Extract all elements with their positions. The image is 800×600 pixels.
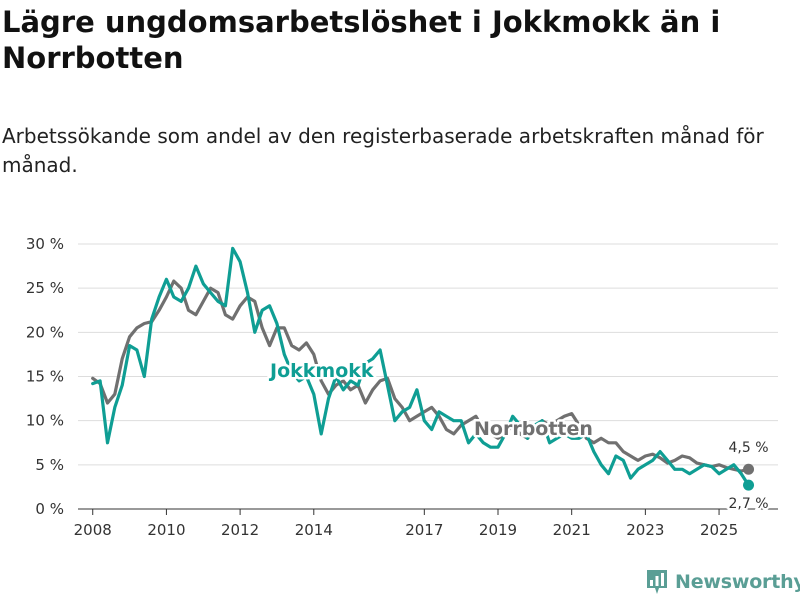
series-label-norrbotten: Norrbotten: [474, 418, 593, 440]
x-tick-label: 2021: [553, 521, 591, 539]
end-point-norrbotten: [743, 463, 755, 475]
x-tick-label: 2017: [405, 521, 443, 539]
y-tick-label: 15 %: [26, 368, 64, 386]
y-tick-label: 10 %: [26, 412, 64, 430]
end-value-label-norrbotten: 4,5 %: [729, 440, 769, 456]
x-tick-label: 2008: [74, 521, 112, 539]
series-label-jokkmokk: Jokkmokk: [268, 360, 374, 382]
end-point-jokkmokk: [743, 479, 755, 491]
series-line-jokkmokk: [91, 246, 751, 487]
y-tick-label: 25 %: [26, 279, 64, 297]
x-tick-label: 2023: [626, 521, 664, 539]
y-tick-label: 5 %: [35, 456, 64, 474]
x-tick-label: 2025: [700, 521, 738, 539]
series-line-norrbotten: [91, 279, 751, 473]
y-tick-label: 20 %: [26, 323, 64, 341]
chart-title: Lägre ungdomsarbetslöshet i Jokkmokk än …: [2, 5, 721, 75]
logo-text: Newsworthy: [675, 571, 800, 593]
bar-chart-icon: [647, 570, 667, 594]
x-tick-label: 2019: [479, 521, 517, 539]
y-tick-label: 30 %: [26, 235, 64, 253]
chart-subtitle: Arbetssökande som andel av den registerb…: [2, 124, 764, 177]
y-tick-label: 0 %: [35, 500, 64, 518]
newsworthy-logo: Newsworthy: [645, 569, 800, 595]
end-value-label-jokkmokk: 2,7 %: [729, 496, 769, 512]
x-tick-label: 2012: [221, 521, 259, 539]
x-tick-label: 2014: [295, 521, 333, 539]
x-tick-label: 2010: [147, 521, 185, 539]
